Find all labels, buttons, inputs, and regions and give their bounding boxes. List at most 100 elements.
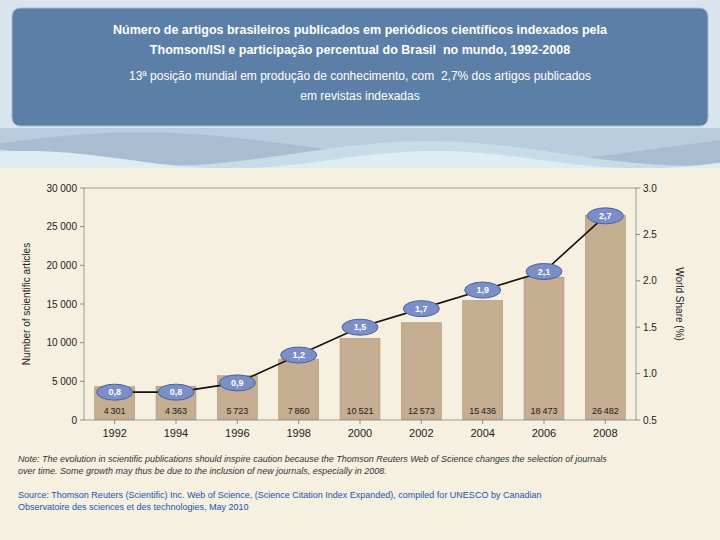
y2-axis-label: World Share (%)	[674, 267, 685, 341]
point-label: 0,9	[231, 378, 244, 388]
x-tick	[176, 420, 177, 424]
y2-tick	[636, 188, 640, 189]
wave-decoration	[0, 132, 720, 172]
page-background	[0, 0, 720, 540]
y2-tick-label: 2.5	[643, 229, 657, 240]
y-tick-label: 5 000	[52, 376, 77, 387]
x-tick	[237, 420, 238, 424]
point-label: 1,2	[292, 350, 305, 360]
y2-tick-label: 0.5	[643, 415, 657, 426]
point-label: 0,8	[108, 387, 121, 397]
point-marker	[158, 384, 194, 400]
y2-tick-label: 1.0	[643, 368, 657, 379]
point-label: 1,9	[476, 285, 489, 295]
point-marker	[526, 264, 562, 280]
y2-tick	[636, 420, 640, 421]
y-tick	[80, 304, 84, 305]
plot-background	[84, 188, 636, 420]
bar-label: 26 482	[592, 406, 619, 416]
y-tick	[80, 188, 84, 189]
x-tick-label: 2000	[348, 427, 372, 439]
plot-frame	[84, 188, 636, 420]
point-label: 1,5	[354, 322, 367, 332]
point-marker	[587, 208, 623, 224]
y-tick-label: 10 000	[46, 337, 77, 348]
header-box	[12, 8, 708, 126]
x-tick-label: 1992	[102, 427, 126, 439]
y2-tick	[636, 327, 640, 328]
x-tick-label: 1994	[164, 427, 188, 439]
wave-decoration	[0, 128, 720, 172]
bar-label: 10 521	[347, 406, 374, 416]
bar	[340, 339, 380, 420]
y2-tick	[636, 280, 640, 281]
y-tick	[80, 226, 84, 227]
y-tick-label: 30 000	[46, 183, 77, 194]
y-tick-label: 25 000	[46, 221, 77, 232]
point-label: 1,7	[415, 304, 428, 314]
bar-label: 12 573	[408, 406, 435, 416]
x-tick	[114, 420, 115, 424]
bar	[217, 376, 257, 420]
subtitle: em revistas indexadas	[300, 89, 419, 103]
chart-root: Número de artigos brasileiros publicados…	[0, 0, 720, 540]
annotation: Source: Thomson Reuters (Scientific) Inc…	[18, 490, 541, 512]
bar-label: 5 723	[226, 406, 248, 416]
point-label: 0,8	[170, 387, 183, 397]
point-label: 2,1	[538, 267, 551, 277]
title: Thomson/ISI e participação percentual do…	[150, 43, 570, 57]
x-tick-label: 2006	[532, 427, 556, 439]
x-tick	[482, 420, 483, 424]
y-tick	[80, 265, 84, 266]
marks	[95, 208, 626, 420]
x-tick-label: 1996	[225, 427, 249, 439]
point-marker	[97, 384, 133, 400]
bar	[401, 323, 441, 420]
y-tick-label: 0	[71, 415, 77, 426]
bar-label: 15 436	[469, 406, 496, 416]
title: Número de artigos brasileiros publicados…	[113, 23, 608, 37]
x-tick	[544, 420, 545, 424]
point-marker	[342, 319, 378, 335]
point-marker	[403, 301, 439, 317]
point-marker	[219, 375, 255, 391]
x-tick	[360, 420, 361, 424]
y-tick-label: 20 000	[46, 260, 77, 271]
y2-tick	[636, 373, 640, 374]
y-tick	[80, 342, 84, 343]
line	[115, 216, 606, 392]
y2-tick-label: 3.0	[643, 183, 657, 194]
y-tick	[80, 381, 84, 382]
x-tick	[421, 420, 422, 424]
x-tick-label: 2008	[593, 427, 617, 439]
bar-label: 4 363	[165, 406, 187, 416]
bar-label: 4 301	[104, 406, 126, 416]
x-tick-label: 1998	[286, 427, 310, 439]
annotation-line: over time. Some growth may thus be due t…	[18, 466, 387, 476]
point-label: 2,7	[599, 211, 612, 221]
annotation-line: Source: Thomson Reuters (Scientific) Inc…	[18, 490, 541, 500]
x-tick	[605, 420, 606, 424]
y2-tick	[636, 234, 640, 235]
bar	[463, 301, 503, 420]
x-tick-label: 2004	[470, 427, 494, 439]
subtitle: 13ª posição mundial em produção de conhe…	[129, 69, 591, 83]
y-tick	[80, 420, 84, 421]
y-tick-label: 15 000	[46, 299, 77, 310]
bar	[585, 215, 625, 420]
annotation-line: Note: The evolution in scientific public…	[18, 454, 607, 464]
y-axis-label: Number of scientific articles	[21, 243, 32, 365]
bar-label: 18 473	[531, 406, 558, 416]
point-marker	[465, 282, 501, 298]
chart-panel	[0, 168, 720, 540]
annotation: Note: The evolution in scientific public…	[18, 454, 607, 476]
labels: 4 301 4 363 5 723 7 860 10 521 12 573 15 436 18…	[104, 211, 619, 416]
point-marker	[281, 347, 317, 363]
y2-tick-label: 2.0	[643, 275, 657, 286]
annotation-line: Observatoire des sciences et des technol…	[18, 502, 249, 512]
y2-tick-label: 1.5	[643, 322, 657, 333]
x-tick	[298, 420, 299, 424]
wave-decoration	[0, 141, 720, 172]
bar	[279, 359, 319, 420]
bar-label: 7 860	[288, 406, 310, 416]
